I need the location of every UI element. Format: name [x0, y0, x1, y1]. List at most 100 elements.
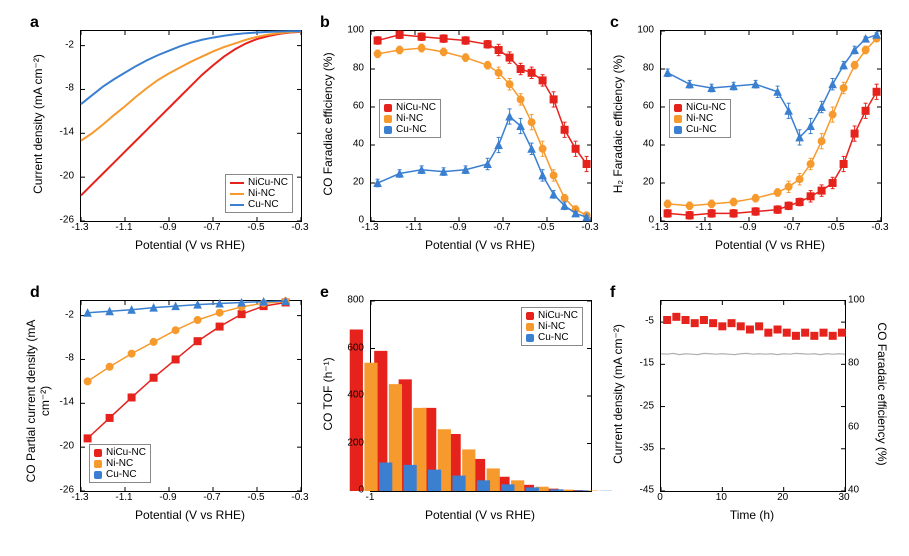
xticks-c: -1.3-1.1-0.9-0.7-0.5-0.3 [660, 220, 880, 238]
xlabel-b: Potential (V vs RHE) [370, 238, 590, 252]
xtick: -0.7 [493, 222, 510, 233]
y2tick: 80 [848, 358, 859, 369]
panel-a: aNiCu-NCNi-NCCu-NC-1.3-1.1-0.9-0.7-0.5-0… [30, 18, 310, 268]
legend-e: NiCu-NCNi-NCCu-NC [521, 307, 583, 346]
ylabel-c: H₂ Faradaic efficiency (%) [611, 29, 625, 219]
legend-label: Ni-NC [248, 188, 275, 199]
legend-item: Cu-NC [230, 199, 288, 210]
legend-swatch [384, 104, 392, 112]
plot-area-c: NiCu-NCNi-NCCu-NC [660, 30, 882, 222]
xtick: -1.1 [115, 222, 132, 233]
xtick: -0.9 [159, 492, 176, 503]
xtick: -0.5 [247, 222, 264, 233]
xtick: -0.9 [159, 222, 176, 233]
legend-label: NiCu-NC [396, 102, 436, 113]
legend-label: NiCu-NC [248, 177, 288, 188]
xtick: -1.1 [405, 222, 422, 233]
legend-c: NiCu-NCNi-NCCu-NC [669, 99, 731, 138]
legend-item: Cu-NC [384, 124, 436, 135]
legend-label: Ni-NC [396, 113, 423, 124]
xticks-a: -1.3-1.1-0.9-0.7-0.5-0.3 [80, 220, 300, 238]
legend-swatch [94, 460, 102, 468]
legend-a: NiCu-NCNi-NCCu-NC [225, 174, 293, 213]
panel-e: eNiCu-NCNi-NCCu-NC-10200400600800Potenti… [320, 288, 600, 538]
legend-swatch [674, 115, 682, 123]
legend-swatch [230, 182, 244, 184]
xtick: 0 [657, 492, 663, 503]
legend-swatch [674, 126, 682, 134]
xticks-d: -1.3-1.1-0.9-0.7-0.5-0.3 [80, 490, 300, 508]
xlabel-c: Potential (V vs RHE) [660, 238, 880, 252]
legend-item: NiCu-NC [384, 102, 436, 113]
legend-item: Ni-NC [94, 458, 146, 469]
plot-area-f [660, 300, 846, 492]
legend-swatch [674, 104, 682, 112]
xtick: -1.1 [695, 222, 712, 233]
legend-swatch [384, 115, 392, 123]
xtick: -1 [366, 492, 375, 503]
xlabel-d: Potential (V vs RHE) [80, 508, 300, 522]
ylabel-e: CO TOF (h⁻¹) [321, 299, 335, 489]
legend-swatch [526, 312, 534, 320]
legend-label: Cu-NC [106, 469, 137, 480]
xticks-f: 0102030 [660, 490, 844, 508]
y2tick: 40 [848, 485, 859, 496]
xtick: -0.7 [203, 492, 220, 503]
legend-swatch [94, 449, 102, 457]
xtick: -0.5 [247, 492, 264, 503]
legend-label: Ni-NC [106, 458, 133, 469]
panel-b: bNiCu-NCNi-NCCu-NC-1.3-1.1-0.9-0.7-0.5-0… [320, 18, 600, 268]
legend-item: Cu-NC [94, 469, 146, 480]
xtick: -0.3 [581, 222, 598, 233]
panel-f: f0102030-45-35-25-15-5406080100Time (h)C… [610, 288, 890, 538]
legend-swatch [230, 204, 244, 206]
legend-label: Ni-NC [686, 113, 713, 124]
xtick: -0.3 [291, 222, 308, 233]
plot-area-a: NiCu-NCNi-NCCu-NC [80, 30, 302, 222]
xlabel-f: Time (h) [660, 508, 844, 522]
legend-item: Ni-NC [230, 188, 288, 199]
xtick: -0.3 [291, 492, 308, 503]
ylabel-b: CO Faradiac efficiency (%) [321, 29, 335, 219]
legend-swatch [526, 323, 534, 331]
plot-svg-f [661, 301, 845, 491]
xtick: 10 [716, 492, 727, 503]
legend-item: NiCu-NC [94, 447, 146, 458]
legend-label: NiCu-NC [106, 447, 146, 458]
legend-label: NiCu-NC [538, 310, 578, 321]
plot-area-e: NiCu-NCNi-NCCu-NC [370, 300, 592, 492]
figure-root: aNiCu-NCNi-NCCu-NC-1.3-1.1-0.9-0.7-0.5-0… [0, 0, 909, 556]
xlabel-e: Potential (V vs RHE) [370, 508, 590, 522]
ylabel-a: Current density (mA cm⁻²) [31, 29, 45, 219]
y2label-f: CO Faradaic efficiency (%) [875, 299, 889, 489]
legend-item: Ni-NC [674, 113, 726, 124]
legend-item: NiCu-NC [674, 102, 726, 113]
xtick: -0.5 [827, 222, 844, 233]
y2tick: 100 [848, 295, 865, 306]
legend-label: Cu-NC [538, 332, 569, 343]
plot-area-b: NiCu-NCNi-NCCu-NC [370, 30, 592, 222]
legend-item: Ni-NC [384, 113, 436, 124]
legend-label: Cu-NC [248, 199, 279, 210]
xticks-e: -1 [370, 490, 590, 508]
y2tick: 60 [848, 421, 859, 432]
xlabel-a: Potential (V vs RHE) [80, 238, 300, 252]
legend-item: Cu-NC [674, 124, 726, 135]
xtick: -0.9 [449, 222, 466, 233]
xtick: -0.7 [203, 222, 220, 233]
legend-item: NiCu-NC [230, 177, 288, 188]
xtick: -0.9 [739, 222, 756, 233]
legend-d: NiCu-NCNi-NCCu-NC [89, 444, 151, 483]
panel-c: cNiCu-NCNi-NCCu-NC-1.3-1.1-0.9-0.7-0.5-0… [610, 18, 890, 268]
legend-item: Ni-NC [526, 321, 578, 332]
legend-b: NiCu-NCNi-NCCu-NC [379, 99, 441, 138]
legend-item: Cu-NC [526, 332, 578, 343]
legend-label: Cu-NC [686, 124, 717, 135]
legend-label: NiCu-NC [686, 102, 726, 113]
legend-label: Cu-NC [396, 124, 427, 135]
xtick: -0.5 [537, 222, 554, 233]
legend-swatch [384, 126, 392, 134]
legend-item: NiCu-NC [526, 310, 578, 321]
xticks-b: -1.3-1.1-0.9-0.7-0.5-0.3 [370, 220, 590, 238]
legend-swatch [230, 193, 244, 195]
